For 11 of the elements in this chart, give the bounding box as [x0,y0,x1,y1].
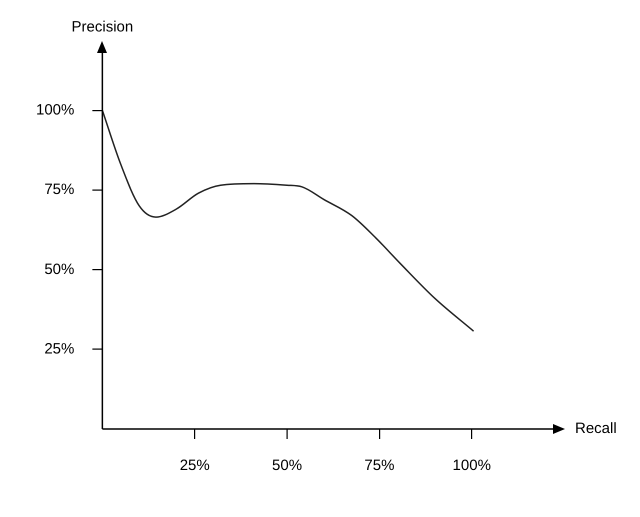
x-tick-label: 50% [272,457,302,474]
x-tick-label: 100% [452,457,491,474]
x-tick-label: 25% [180,457,210,474]
y-tick-label: 75% [44,181,74,198]
y-axis-title: Precision [72,18,134,36]
y-tick-label: 25% [44,340,74,358]
x-tick-label: 75% [364,457,394,474]
x-axis-title: Recall [575,420,617,438]
line-series [102,110,474,332]
y-tick-label: 100% [36,101,74,118]
y-tick-label: 50% [44,260,74,278]
